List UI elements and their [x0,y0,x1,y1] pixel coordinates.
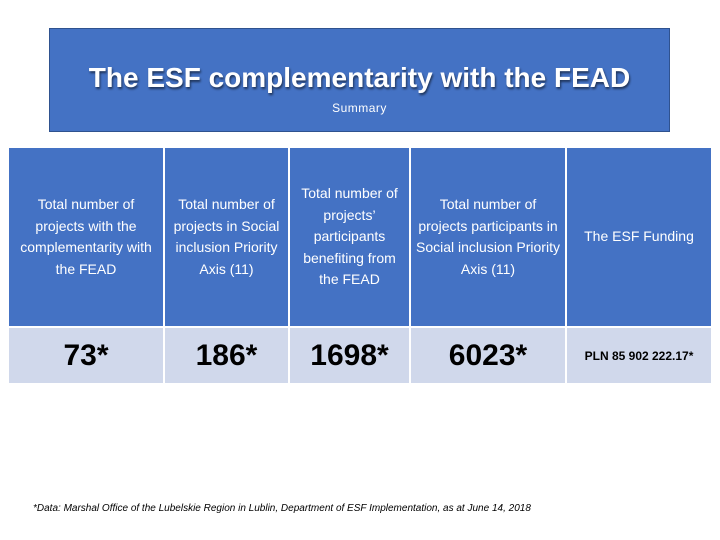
header-label: Total number of projects in Social inclu… [173,196,280,277]
page-title: The ESF complementarity with the FEAD [88,62,631,93]
value-projects-complementarity: 73* [9,328,163,383]
value-projects-social-inclusion: 186* [165,328,288,383]
header-esf-funding: The ESF Funding [567,148,711,326]
header-label: Total number of projects with the comple… [20,196,152,277]
header-label: Total number of projects participants in… [416,196,560,277]
header-participants-fead: Total number of projects’ participants b… [290,148,409,326]
value-participants-social-inclusion: 6023* [411,328,565,383]
header-label: The ESF Funding [584,228,694,245]
header-projects-complementarity: Total number of projects with the comple… [9,148,163,326]
header-participants-social-inclusion: Total number of projects participants in… [411,148,565,326]
value-esf-funding: PLN 85 902 222.17* [567,328,711,383]
title-box: The ESF complementarity with the FEAD Su… [49,28,670,132]
header-label: Total number of projects’ participants b… [301,185,398,288]
value-participants-fead: 1698* [290,328,409,383]
header-projects-social-inclusion: Total number of projects in Social inclu… [165,148,288,326]
source-footnote: *Data: Marshal Office of the Lubelskie R… [33,503,531,514]
page-subtitle: Summary [332,101,387,115]
